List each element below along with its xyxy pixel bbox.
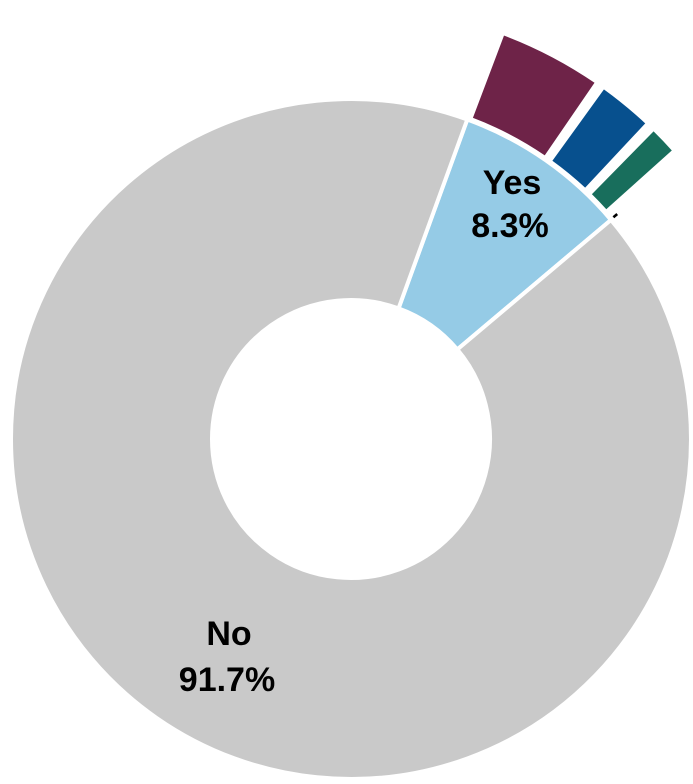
breakdown-segment [471, 34, 596, 157]
no-slice-value: 91.7% [179, 661, 275, 699]
chart-slices [9, 97, 693, 781]
no-slice [9, 97, 693, 781]
breakdown-segment [590, 129, 674, 211]
yes-slice-value: 8.3% [471, 207, 549, 245]
breakdown-segment [551, 88, 647, 190]
breakdown-arc-segments [471, 34, 674, 220]
breakdown-segment [611, 211, 620, 220]
yes-slice-label: Yes [483, 164, 542, 202]
no-slice-label: No [206, 615, 251, 653]
slice-labels: Yes 8.3% No 91.7% [179, 164, 549, 699]
